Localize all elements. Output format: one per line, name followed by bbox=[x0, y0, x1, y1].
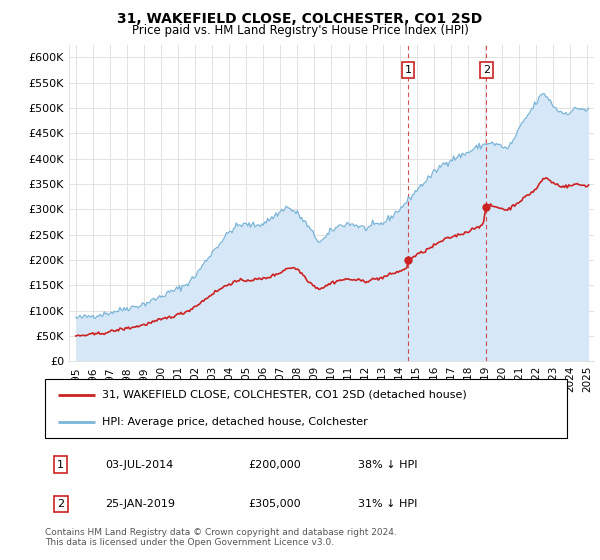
Text: 03-JUL-2014: 03-JUL-2014 bbox=[105, 460, 173, 470]
Text: Price paid vs. HM Land Registry's House Price Index (HPI): Price paid vs. HM Land Registry's House … bbox=[131, 24, 469, 37]
Text: Contains HM Land Registry data © Crown copyright and database right 2024.
This d: Contains HM Land Registry data © Crown c… bbox=[45, 528, 397, 547]
Text: HPI: Average price, detached house, Colchester: HPI: Average price, detached house, Colc… bbox=[103, 417, 368, 427]
Text: 1: 1 bbox=[405, 65, 412, 75]
Text: £305,000: £305,000 bbox=[248, 499, 301, 509]
Text: 1: 1 bbox=[57, 460, 64, 470]
Text: 31, WAKEFIELD CLOSE, COLCHESTER, CO1 2SD (detached house): 31, WAKEFIELD CLOSE, COLCHESTER, CO1 2SD… bbox=[103, 390, 467, 400]
Text: 25-JAN-2019: 25-JAN-2019 bbox=[105, 499, 175, 509]
Text: 38% ↓ HPI: 38% ↓ HPI bbox=[358, 460, 418, 470]
FancyBboxPatch shape bbox=[45, 379, 567, 438]
Text: 2: 2 bbox=[57, 499, 64, 509]
Text: 31% ↓ HPI: 31% ↓ HPI bbox=[358, 499, 418, 509]
Text: 2: 2 bbox=[483, 65, 490, 75]
Text: 31, WAKEFIELD CLOSE, COLCHESTER, CO1 2SD: 31, WAKEFIELD CLOSE, COLCHESTER, CO1 2SD bbox=[118, 12, 482, 26]
Text: £200,000: £200,000 bbox=[248, 460, 301, 470]
